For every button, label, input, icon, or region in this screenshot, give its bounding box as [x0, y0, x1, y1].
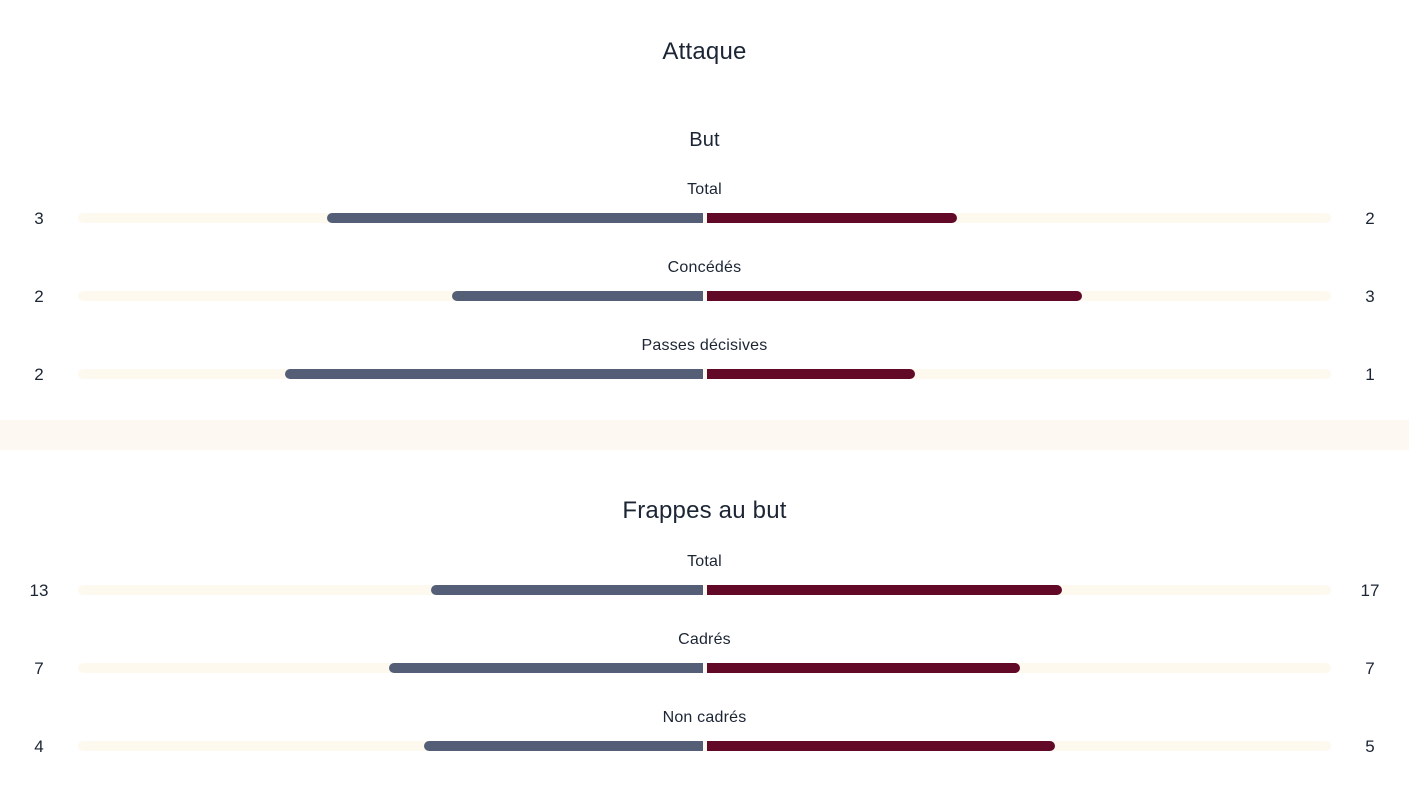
away-value: 1 — [1365, 364, 1375, 384]
stat-row-but-total: Total 3 2 — [0, 178, 1409, 227]
home-bar — [284, 369, 703, 379]
stat-label: Total — [687, 553, 722, 570]
section-but-title: But — [689, 129, 720, 151]
home-bar — [431, 585, 703, 595]
section-frappes-title: Frappes au but — [622, 497, 787, 524]
section-divider — [0, 420, 1409, 450]
away-bar — [706, 585, 1062, 595]
away-value: 3 — [1365, 286, 1375, 306]
section-frappes-au-but: Frappes au but Total 13 17 Cadrés 7 7 — [0, 496, 1409, 755]
stat-row-frappes-non-cadres: Non cadrés 4 5 — [0, 706, 1409, 755]
away-value: 5 — [1365, 736, 1375, 756]
home-value: 2 — [34, 364, 44, 384]
stat-track — [78, 213, 1331, 223]
section-but: But Total 3 2 Concédés 2 3 — [0, 126, 1409, 383]
away-bar — [706, 741, 1055, 751]
stat-track — [78, 585, 1331, 595]
stat-label: Total — [687, 181, 722, 198]
stat-track — [78, 291, 1331, 301]
stat-bars: 7 7 — [0, 660, 1409, 677]
stat-row-but-concedes: Concédés 2 3 — [0, 256, 1409, 305]
home-bar — [326, 213, 703, 223]
attack-stats-page: Attaque But Total 3 2 Concédés 2 — [0, 38, 1409, 755]
away-value: 17 — [1360, 580, 1380, 600]
stat-track — [78, 741, 1331, 751]
home-bar — [424, 741, 703, 751]
stat-row-but-passes-decisives: Passes décisives 2 1 — [0, 334, 1409, 383]
stat-bars: 2 1 — [0, 366, 1409, 383]
stat-track — [78, 663, 1331, 673]
home-value: 4 — [34, 736, 44, 756]
home-value: 2 — [34, 286, 44, 306]
stat-bars: 4 5 — [0, 738, 1409, 755]
away-bar — [706, 291, 1083, 301]
away-bar — [706, 213, 958, 223]
home-bar — [389, 663, 703, 673]
stat-bars: 3 2 — [0, 210, 1409, 227]
stat-track — [78, 369, 1331, 379]
stat-bars: 2 3 — [0, 288, 1409, 305]
home-value: 3 — [34, 208, 44, 228]
away-bar — [706, 663, 1020, 673]
away-bar — [706, 369, 916, 379]
home-value: 13 — [29, 580, 49, 600]
away-value: 2 — [1365, 208, 1375, 228]
stat-label: Passes décisives — [641, 337, 768, 354]
stat-row-frappes-total: Total 13 17 — [0, 550, 1409, 599]
home-value: 7 — [34, 658, 44, 678]
stat-label: Non cadrés — [662, 709, 747, 726]
away-value: 7 — [1365, 658, 1375, 678]
stat-bars: 13 17 — [0, 582, 1409, 599]
stat-row-frappes-cadres: Cadrés 7 7 — [0, 628, 1409, 677]
stat-label: Concédés — [667, 259, 742, 276]
page-title: Attaque — [662, 38, 747, 65]
home-bar — [451, 291, 703, 301]
stat-label: Cadrés — [678, 631, 731, 648]
